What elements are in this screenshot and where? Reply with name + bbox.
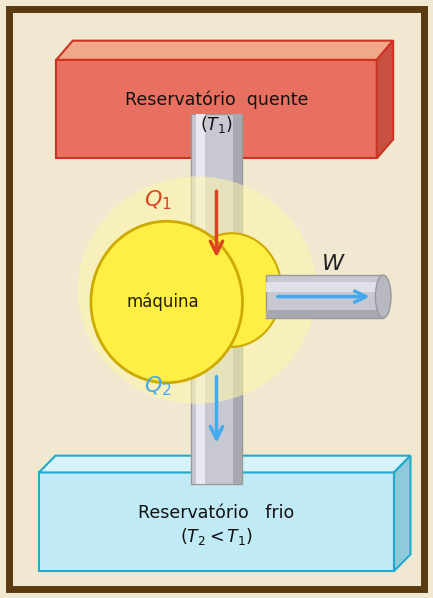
Text: Reservatório  quente: Reservatório quente [125, 91, 308, 109]
Text: $\mathit{Q}_1$: $\mathit{Q}_1$ [144, 188, 172, 212]
FancyBboxPatch shape [196, 114, 205, 484]
Text: $\mathit{Q}_2$: $\mathit{Q}_2$ [144, 374, 172, 398]
FancyBboxPatch shape [266, 310, 383, 318]
Polygon shape [377, 41, 393, 158]
Text: $(T_1)$: $(T_1)$ [200, 114, 233, 135]
Ellipse shape [78, 176, 316, 404]
Polygon shape [394, 456, 410, 571]
FancyBboxPatch shape [266, 275, 383, 318]
FancyBboxPatch shape [266, 282, 383, 292]
FancyBboxPatch shape [56, 60, 377, 158]
Polygon shape [56, 41, 393, 60]
Polygon shape [39, 456, 410, 472]
Ellipse shape [182, 233, 281, 347]
Text: $(T_2<T_1)$: $(T_2<T_1)$ [180, 526, 253, 547]
Text: máquina: máquina [126, 293, 199, 311]
Text: Reservatório   frio: Reservatório frio [139, 504, 294, 522]
FancyBboxPatch shape [191, 114, 242, 484]
FancyBboxPatch shape [39, 472, 394, 571]
Text: $\mathit{W}$: $\mathit{W}$ [321, 254, 346, 274]
Ellipse shape [375, 275, 391, 318]
Ellipse shape [91, 221, 242, 383]
FancyBboxPatch shape [9, 9, 424, 589]
FancyBboxPatch shape [233, 114, 242, 484]
